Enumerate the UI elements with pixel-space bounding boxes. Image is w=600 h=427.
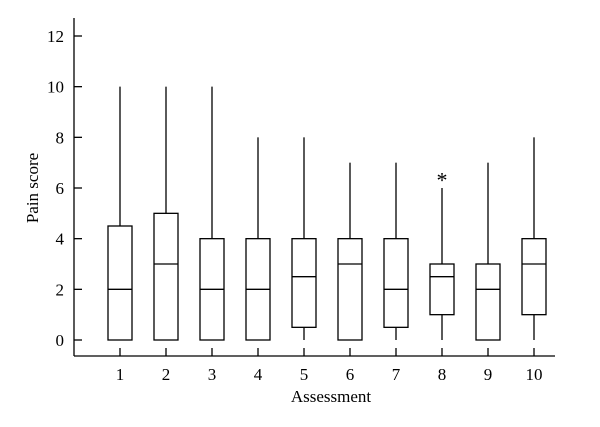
x-axis-title: Assessment bbox=[291, 387, 372, 406]
y-tick-label: 12 bbox=[47, 27, 64, 46]
x-tick-label: 1 bbox=[116, 365, 125, 384]
x-tick-label: 4 bbox=[254, 365, 263, 384]
box-1 bbox=[107, 86, 133, 341]
box-series: * bbox=[107, 86, 547, 341]
outlier-marker: * bbox=[437, 167, 448, 192]
x-tick-label: 6 bbox=[346, 365, 355, 384]
box-7 bbox=[383, 162, 409, 340]
y-tick-label: 2 bbox=[56, 280, 65, 299]
iqr-box bbox=[337, 238, 363, 341]
iqr-box bbox=[153, 212, 179, 341]
y-axis-title: Pain score bbox=[23, 153, 42, 223]
y-tick-label: 0 bbox=[56, 331, 65, 350]
x-tick-label: 5 bbox=[300, 365, 309, 384]
iqr-box bbox=[521, 238, 547, 316]
y-tick-label: 4 bbox=[56, 230, 65, 249]
box-5 bbox=[291, 137, 317, 340]
x-tick-label: 2 bbox=[162, 365, 171, 384]
box-6 bbox=[337, 162, 363, 341]
box-9 bbox=[475, 162, 501, 341]
x-tick-label: 10 bbox=[526, 365, 543, 384]
iqr-box bbox=[383, 238, 409, 328]
y-tick-label: 8 bbox=[56, 128, 65, 147]
box-4 bbox=[245, 137, 271, 341]
box-8 bbox=[429, 188, 455, 340]
box-10 bbox=[521, 137, 547, 340]
iqr-box bbox=[429, 263, 455, 316]
y-tick-label: 6 bbox=[56, 179, 65, 198]
iqr-box bbox=[291, 238, 317, 328]
x-tick-label: 7 bbox=[392, 365, 401, 384]
iqr-box bbox=[107, 225, 133, 341]
axis-labels: Assessment Pain score bbox=[23, 153, 371, 406]
x-tick-label: 8 bbox=[438, 365, 447, 384]
box-3 bbox=[199, 86, 225, 341]
y-tick-label: 10 bbox=[47, 78, 64, 97]
x-tick-label: 9 bbox=[484, 365, 493, 384]
box-2 bbox=[153, 86, 179, 341]
iqr-box bbox=[475, 263, 501, 341]
x-tick-label: 3 bbox=[208, 365, 217, 384]
